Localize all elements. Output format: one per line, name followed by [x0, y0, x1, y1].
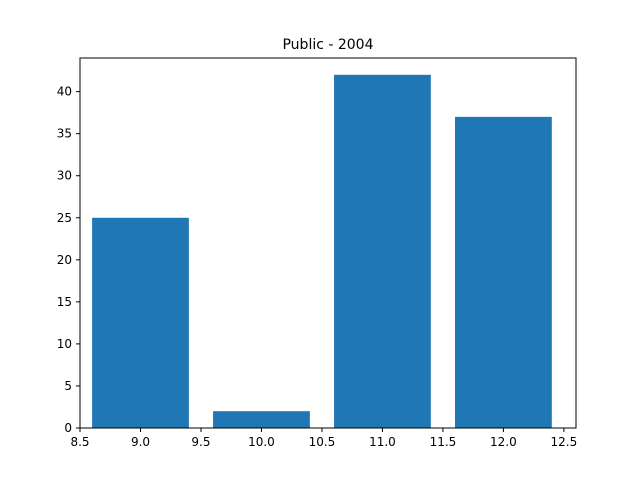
x-tick-label-7: 12.0	[490, 435, 517, 449]
x-tick-label-1: 9.0	[131, 435, 150, 449]
x-tick-label-4: 10.5	[309, 435, 336, 449]
x-tick-label-6: 11.5	[430, 435, 457, 449]
y-tick-label-8: 40	[57, 85, 72, 99]
plot-frame	[79, 57, 577, 429]
y-tick-label-1: 5	[64, 379, 72, 393]
y-tick-label-2: 10	[57, 337, 72, 351]
x-tick-label-0: 8.5	[70, 435, 89, 449]
y-axis: 0 5 10 15 20 25 30 35 40	[57, 85, 80, 435]
y-tick-label-7: 35	[57, 127, 72, 141]
chart-title: Public - 2004	[282, 37, 373, 53]
x-tick-label-8: 12.5	[551, 435, 578, 449]
x-axis: 8.5 9.0 9.5 10.0 10.5 11.0 11.5 12.0 12.5	[70, 428, 577, 449]
x-tick-label-2: 9.5	[191, 435, 210, 449]
x-tick-label-5: 11.0	[369, 435, 396, 449]
bar-0	[92, 217, 189, 428]
bar-1	[213, 411, 310, 428]
bar-3	[455, 116, 552, 428]
bars-group	[92, 74, 552, 429]
y-tick-label-5: 25	[57, 211, 72, 225]
y-tick-label-6: 30	[57, 169, 72, 183]
y-tick-label-0: 0	[64, 421, 72, 435]
x-tick-label-3: 10.0	[248, 435, 275, 449]
y-tick-label-3: 15	[57, 295, 72, 309]
bar-2	[334, 74, 431, 429]
y-tick-label-4: 20	[57, 253, 72, 267]
